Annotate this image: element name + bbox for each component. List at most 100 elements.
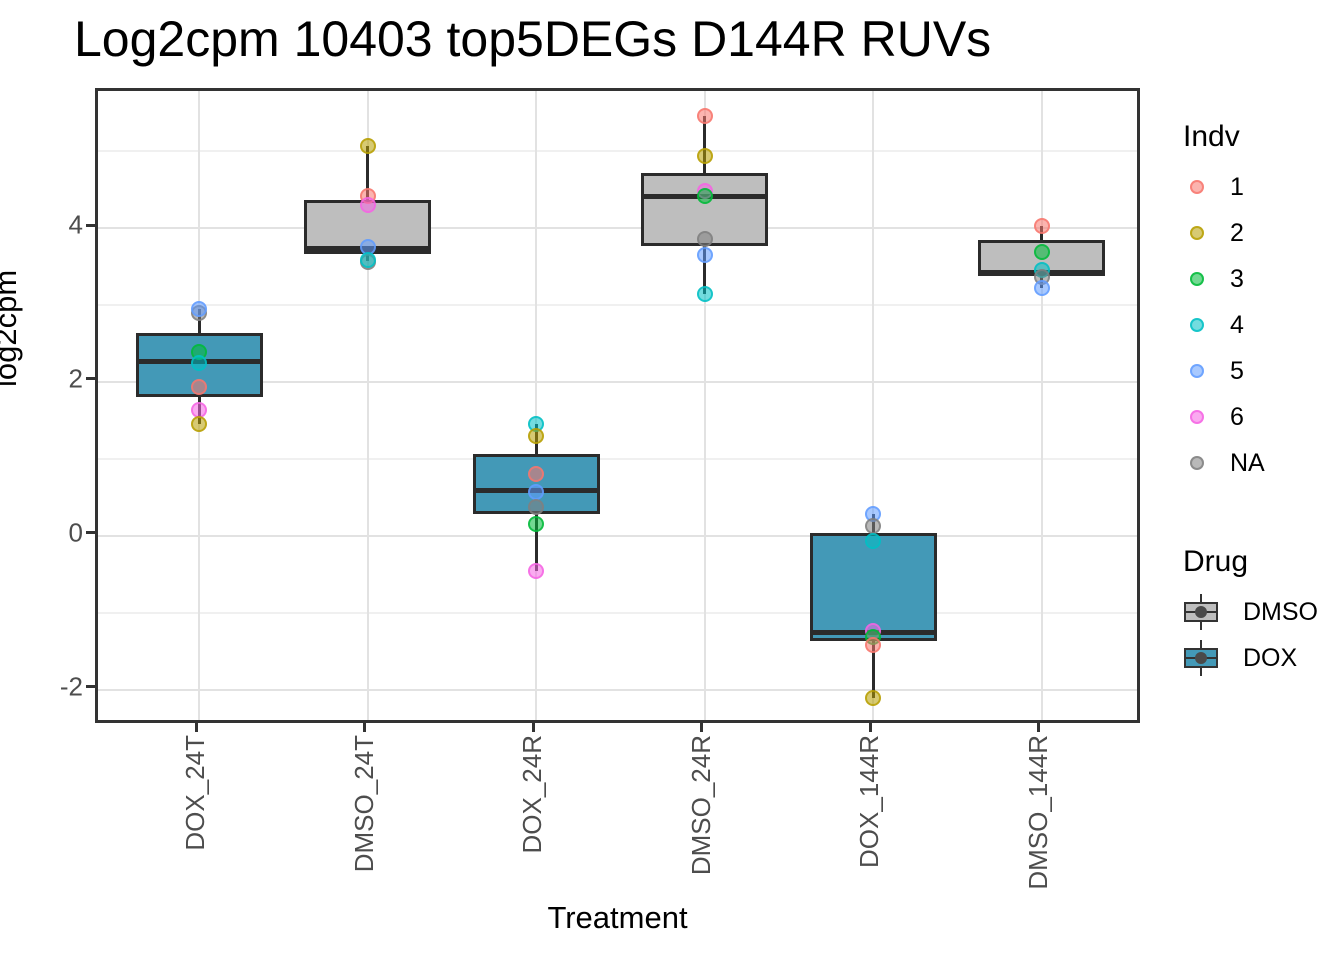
x-axis-tick	[531, 723, 535, 732]
boxplot-key-icon	[1183, 594, 1219, 630]
x-axis-tick	[700, 723, 704, 732]
legend-dot	[1190, 410, 1204, 424]
data-point-indv-6	[359, 196, 376, 213]
chart-title: Log2cpm 10403 top5DEGs D144R RUVs	[74, 11, 992, 67]
y-tick-label: -2	[59, 671, 83, 702]
data-point-indv-3	[696, 188, 713, 205]
y-axis-tick	[86, 531, 95, 535]
data-point-indv-1	[696, 108, 713, 125]
x-tick-label-dox_24t: DOX_24T	[180, 735, 211, 851]
legend-indv: Indv 1 2 3 4 5 6 NA	[1183, 120, 1265, 486]
category-gridline	[872, 91, 875, 720]
category-gridline	[1040, 91, 1043, 720]
legend-item-drug-dmso: DMSO	[1183, 589, 1318, 635]
x-tick-label-dmso_24r: DMSO_24R	[685, 735, 716, 876]
data-point-indv-NA	[865, 517, 882, 534]
data-point-indv-5	[528, 484, 545, 500]
legend-dot	[1190, 226, 1204, 240]
data-point-indv-3	[528, 516, 545, 533]
gridline-major	[98, 534, 1137, 537]
y-tick-label: 4	[68, 209, 83, 240]
gridline-major	[98, 380, 1137, 383]
legend-drug-title: Drug	[1183, 545, 1249, 578]
y-axis-title-text: log2cpm	[0, 269, 23, 387]
legend-item-indv-5: 5	[1183, 348, 1265, 394]
legend-drug: Drug DMSO DOX	[1183, 545, 1318, 681]
gridline-major	[98, 688, 1137, 691]
x-axis-tick	[194, 723, 198, 732]
legend-dot	[1190, 456, 1204, 470]
gridline-major	[98, 227, 1137, 229]
legend-indv-rows: 1 2 3 4 5 6 NA	[1183, 164, 1265, 486]
data-point-indv-5	[696, 246, 713, 263]
legend-item-label: 1	[1230, 172, 1244, 201]
data-point-indv-1	[1033, 217, 1050, 234]
y-axis-tick	[86, 377, 95, 381]
x-axis-tick	[1037, 723, 1041, 732]
data-point-indv-2	[696, 147, 713, 164]
data-point-indv-2	[865, 689, 882, 706]
category-gridline	[535, 91, 538, 720]
legend-item-label: 3	[1230, 264, 1244, 293]
data-point-indv-6	[528, 563, 545, 580]
x-tick-label-dox_24r: DOX_24R	[517, 735, 548, 854]
key-dot	[1195, 606, 1207, 618]
gridline-minor	[98, 611, 1137, 614]
legend-item-label: 4	[1230, 310, 1244, 339]
category-gridline	[366, 91, 369, 720]
x-axis-tick	[363, 723, 367, 732]
boxplot-key-icon	[1183, 640, 1219, 676]
legend-dot	[1190, 318, 1204, 332]
gridline-minor	[98, 150, 1137, 153]
data-point-indv-4	[359, 252, 376, 269]
x-tick-label-dmso_24t: DMSO_24T	[348, 735, 379, 873]
y-axis-tick	[86, 685, 95, 689]
x-axis-title: Treatment	[547, 900, 688, 935]
legend-drug-rows: DMSO DOX	[1183, 589, 1318, 681]
gridline-minor	[98, 303, 1137, 306]
y-tick-label: 2	[68, 363, 83, 394]
data-point-indv-NA	[528, 499, 545, 516]
legend-dot	[1190, 272, 1204, 286]
legend-item-indv-1: 1	[1183, 164, 1265, 210]
legend-dot	[1190, 180, 1204, 194]
gridline-minor	[98, 457, 1137, 460]
plot-panel	[95, 88, 1140, 723]
data-point-indv-4	[865, 533, 882, 550]
legend-item-label: NA	[1230, 448, 1265, 477]
data-point-indv-1	[865, 637, 882, 654]
legend-indv-title: Indv	[1183, 120, 1240, 153]
y-axis-title: log2cpm	[0, 270, 24, 387]
legend-item-indv-6: 6	[1183, 394, 1265, 440]
data-point-indv-2	[528, 427, 545, 444]
legend-item-label: DMSO	[1243, 597, 1318, 626]
data-point-indv-3	[1033, 243, 1050, 260]
data-point-indv-2	[359, 137, 376, 154]
data-point-indv-6	[191, 401, 208, 418]
data-point-indv-1	[191, 378, 208, 395]
category-gridline	[703, 91, 706, 720]
y-axis-tick	[86, 223, 95, 227]
y-tick-label: 0	[68, 517, 83, 548]
legend-item-drug-dox: DOX	[1183, 635, 1318, 681]
key-dot	[1195, 652, 1207, 664]
legend-item-indv-4: 4	[1183, 302, 1265, 348]
data-point-indv-1	[528, 466, 545, 483]
x-axis-tick	[868, 723, 872, 732]
x-tick-label-dox_144r: DOX_144R	[854, 735, 885, 868]
data-point-indv-NA	[696, 230, 713, 247]
legend-item-label: DOX	[1243, 643, 1298, 672]
legend-item-label: 6	[1230, 402, 1244, 431]
data-point-indv-2	[191, 416, 208, 433]
data-point-indv-5	[191, 300, 208, 317]
legend-item-label: 5	[1230, 356, 1244, 385]
data-point-indv-5	[1033, 280, 1050, 297]
legend-item-indv-na: NA	[1183, 440, 1265, 486]
legend-dot	[1190, 364, 1204, 378]
data-point-indv-4	[191, 354, 208, 371]
data-point-indv-4	[696, 286, 713, 303]
legend-item-indv-3: 3	[1183, 256, 1265, 302]
x-tick-label-dmso_144r: DMSO_144R	[1022, 735, 1053, 890]
legend-item-indv-2: 2	[1183, 210, 1265, 256]
